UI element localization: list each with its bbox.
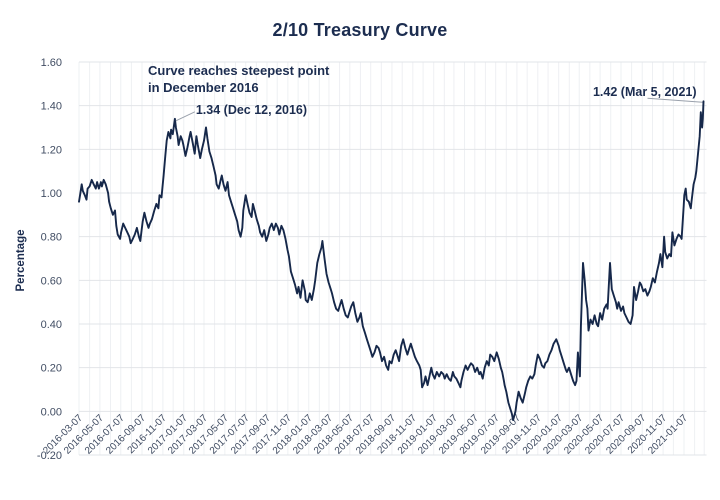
annotation-peak-2016: 1.34 (Dec 12, 2016) xyxy=(195,102,308,117)
x-axis-tick-labels: 2016-03-072016-05-072016-07-072016-09-07… xyxy=(41,412,690,456)
vertical-gridlines xyxy=(78,62,705,455)
y-axis-title: Percentage xyxy=(15,229,27,291)
annotation-note-line1: Curve reaches steepest point xyxy=(148,63,330,78)
annotation-peak-2021: 1.42 (Mar 5, 2021) xyxy=(592,85,697,100)
y-tick-label: 0.40 xyxy=(41,319,62,331)
y-tick-label: 0.20 xyxy=(41,363,62,375)
y-tick-label: -0.20 xyxy=(37,450,62,462)
y-tick-label: 1.00 xyxy=(41,188,62,200)
y-axis-tick-labels: 1.60 1.40 1.20 1.00 0.80 0.60 0.40 0.20 0.00 -0.2… xyxy=(37,57,62,462)
annotation-note-line2: in December 2016 xyxy=(148,80,259,95)
leader-line-peak-2016 xyxy=(175,111,196,122)
y-tick-label: 0.60 xyxy=(41,275,62,287)
y-tick-label: 1.60 xyxy=(41,57,62,69)
y-tick-label: 1.40 xyxy=(41,101,62,113)
y-tick-label: 1.20 xyxy=(41,144,62,156)
y-tick-label: 0.00 xyxy=(41,406,62,418)
spread-line-series xyxy=(78,100,705,422)
y-tick-label: 0.80 xyxy=(41,232,62,244)
chart-title: 2/10 Treasury Curve xyxy=(272,20,448,40)
leader-line-peak-2021 xyxy=(647,97,703,103)
annotation-note: Curve reaches steepest point in December… xyxy=(148,62,329,96)
